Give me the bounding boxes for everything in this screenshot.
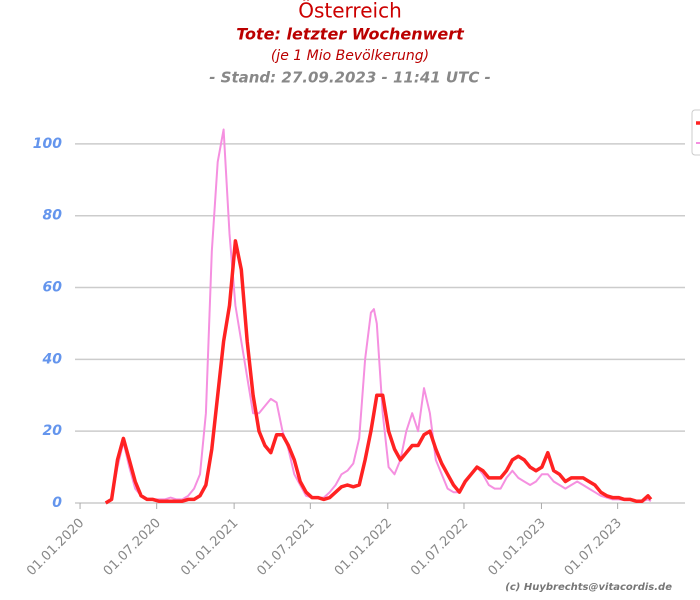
series-line: [105, 128, 652, 504]
credit: (c) Huybrechts@vitacordis.de: [505, 582, 672, 593]
y-tick-label: 100: [33, 136, 62, 152]
x-tick-label: 01.01.2021: [178, 516, 241, 579]
x-tick-label: 01.01.2022: [332, 516, 395, 579]
y-tick-label: 40: [42, 351, 63, 367]
chart-subtitle: (je 1 Mio Bevölkerung): [271, 48, 429, 64]
x-tick-label: 01.07.2020: [101, 516, 164, 579]
y-tick-label: 20: [43, 423, 63, 439]
stand-label: - Stand: 27.09.2023 - 11:41 UTC -: [209, 69, 491, 87]
chart-subtitle: Tote: letzter Wochenwert: [236, 25, 465, 44]
series-line: [104, 239, 653, 505]
y-tick-label: 60: [43, 280, 63, 296]
x-tick-label: 01.07.2023: [562, 516, 625, 579]
x-tick-label: 01.01.2023: [486, 516, 549, 579]
x-tick-label: 01.07.2021: [254, 516, 317, 579]
chart-title: Österreich: [298, 0, 402, 23]
x-tick-label: 01.01.2020: [24, 516, 87, 579]
legend-box: [691, 109, 700, 156]
y-tick-label: 80: [43, 208, 63, 224]
y-tick-label: 0: [52, 495, 62, 511]
x-tick-label: 01.07.2022: [408, 516, 471, 579]
